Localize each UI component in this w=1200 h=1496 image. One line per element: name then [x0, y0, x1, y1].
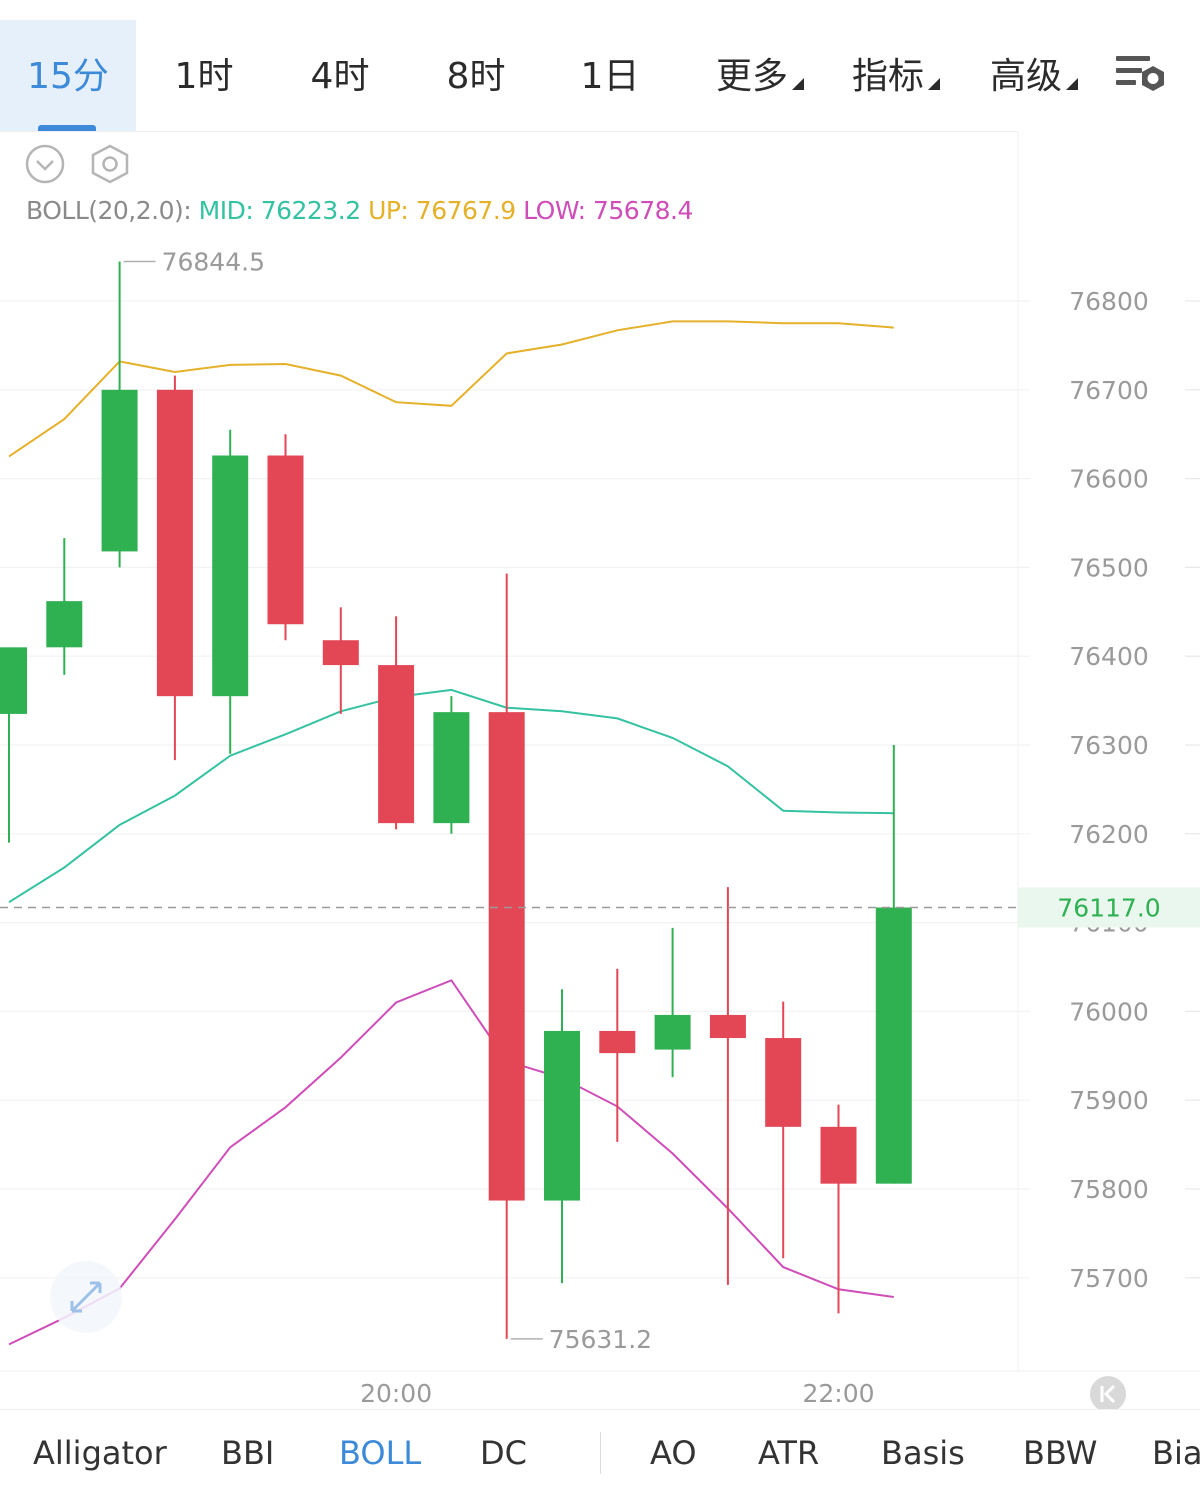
chart-settings-icon: [1116, 56, 1164, 91]
y-tick-label: 76200: [1069, 820, 1149, 849]
min-price-label: 75631.2: [549, 1325, 652, 1354]
candle-down: [820, 1126, 857, 1184]
candle-up: [0, 647, 27, 714]
period-tab-bar: 15分 1时 4时 8时 1日 更多 指标 高级: [0, 0, 1200, 132]
candle-down: [709, 1014, 746, 1039]
tab-15m[interactable]: 15分: [0, 20, 136, 131]
indicator-settings-icon[interactable]: [88, 143, 132, 185]
candle-up: [46, 601, 83, 648]
tab-advanced-dropdown[interactable]: 高级: [974, 20, 1094, 131]
candle-down: [378, 665, 415, 824]
y-tick-label: 75900: [1069, 1086, 1149, 1115]
y-tick-label: 75700: [1069, 1264, 1149, 1293]
boll-mid-line: [8, 688, 894, 904]
y-tick-label: 75800: [1069, 1175, 1149, 1204]
tab-label: 8时: [446, 55, 506, 97]
candle-up: [875, 907, 912, 1184]
candle-down: [322, 640, 359, 666]
tab-1d[interactable]: 1日: [542, 20, 678, 131]
tab-label: 更多: [715, 55, 788, 97]
candle-up: [544, 1030, 580, 1201]
boll-low-line: [8, 979, 894, 1346]
candle-down: [488, 712, 525, 1201]
tab-label: 高级: [989, 55, 1062, 97]
scroll-to-latest-icon: [1100, 1384, 1116, 1404]
y-tick-label: 76300: [1069, 731, 1149, 760]
candle-up: [654, 1014, 691, 1050]
indicator-tab-alligator[interactable]: Alligator: [33, 1434, 167, 1472]
active-tab-indicator: [38, 125, 96, 131]
last-price-label: 76117.0: [1057, 894, 1160, 923]
tab-indicators-dropdown[interactable]: 指标: [836, 20, 956, 131]
indicator-tab-basis[interactable]: Basis: [881, 1434, 965, 1472]
y-tick-label: 76800: [1069, 287, 1149, 316]
indicator-divider: [600, 1432, 601, 1474]
max-price-label: 76844.5: [162, 247, 265, 276]
y-tick-label: 76500: [1069, 553, 1149, 582]
boll-up-line: [8, 320, 894, 458]
y-tick-label: 76600: [1069, 465, 1149, 494]
candle-down: [156, 389, 193, 697]
candle-up: [101, 389, 138, 552]
indicator-tab-bbi[interactable]: BBI: [221, 1434, 275, 1472]
indicator-tab-atr[interactable]: ATR: [758, 1434, 820, 1472]
y-axis-panel: [1018, 131, 1200, 1371]
candle-up: [212, 455, 249, 697]
boll-legend: BOLL(20,2.0): MID: 76223.2 UP: 76767.9 L…: [26, 196, 693, 225]
dropdown-triangle-icon: [792, 77, 804, 90]
dropdown-triangle-icon: [1066, 77, 1078, 90]
tab-1h[interactable]: 1时: [136, 20, 272, 131]
x-tick-label: 20:00: [360, 1379, 432, 1408]
indicator-tab-bar: Alligator BBI BOLL DC AO ATR Basis BBW B…: [0, 1409, 1200, 1496]
indicator-tab-bias[interactable]: Bias: [1152, 1434, 1200, 1472]
candlestick-chart[interactable]: 7680076700766007650076400763007620076100…: [0, 131, 1200, 1409]
tab-label: 指标: [851, 55, 924, 97]
tab-4h[interactable]: 4时: [272, 20, 408, 131]
candle-down: [599, 1030, 636, 1054]
tab-label: 15分: [27, 55, 109, 97]
expand-arrows-icon: [70, 1281, 102, 1313]
tab-8h[interactable]: 8时: [408, 20, 544, 131]
dropdown-triangle-icon: [928, 77, 940, 90]
y-tick-label: 76700: [1069, 376, 1149, 405]
candle-down: [267, 455, 304, 625]
indicator-tab-bbw[interactable]: BBW: [1023, 1434, 1098, 1472]
y-tick-label: 76400: [1069, 642, 1149, 671]
legend-low: LOW: 75678.4: [523, 196, 693, 225]
tab-label: 1日: [580, 55, 640, 97]
indicator-tab-ao[interactable]: AO: [650, 1434, 697, 1472]
legend-up: UP: 76767.9: [368, 196, 516, 225]
tab-label: 4时: [310, 55, 370, 97]
chart-settings-button[interactable]: [1112, 50, 1172, 100]
tab-label: 1时: [174, 55, 234, 97]
indicator-tab-dc[interactable]: DC: [480, 1434, 527, 1472]
y-tick-label: 76000: [1069, 997, 1149, 1026]
candle-up: [433, 712, 470, 824]
legend-mid: MID: 76223.2: [198, 196, 361, 225]
tab-more-dropdown[interactable]: 更多: [700, 20, 820, 131]
candle-down: [765, 1038, 802, 1127]
last-price-badge: [1018, 887, 1200, 928]
indicator-tab-boll[interactable]: BOLL: [339, 1434, 422, 1472]
collapse-chevron-icon[interactable]: [24, 143, 66, 185]
x-tick-label: 22:00: [802, 1379, 874, 1408]
legend-name: BOLL(20,2.0):: [26, 196, 192, 225]
